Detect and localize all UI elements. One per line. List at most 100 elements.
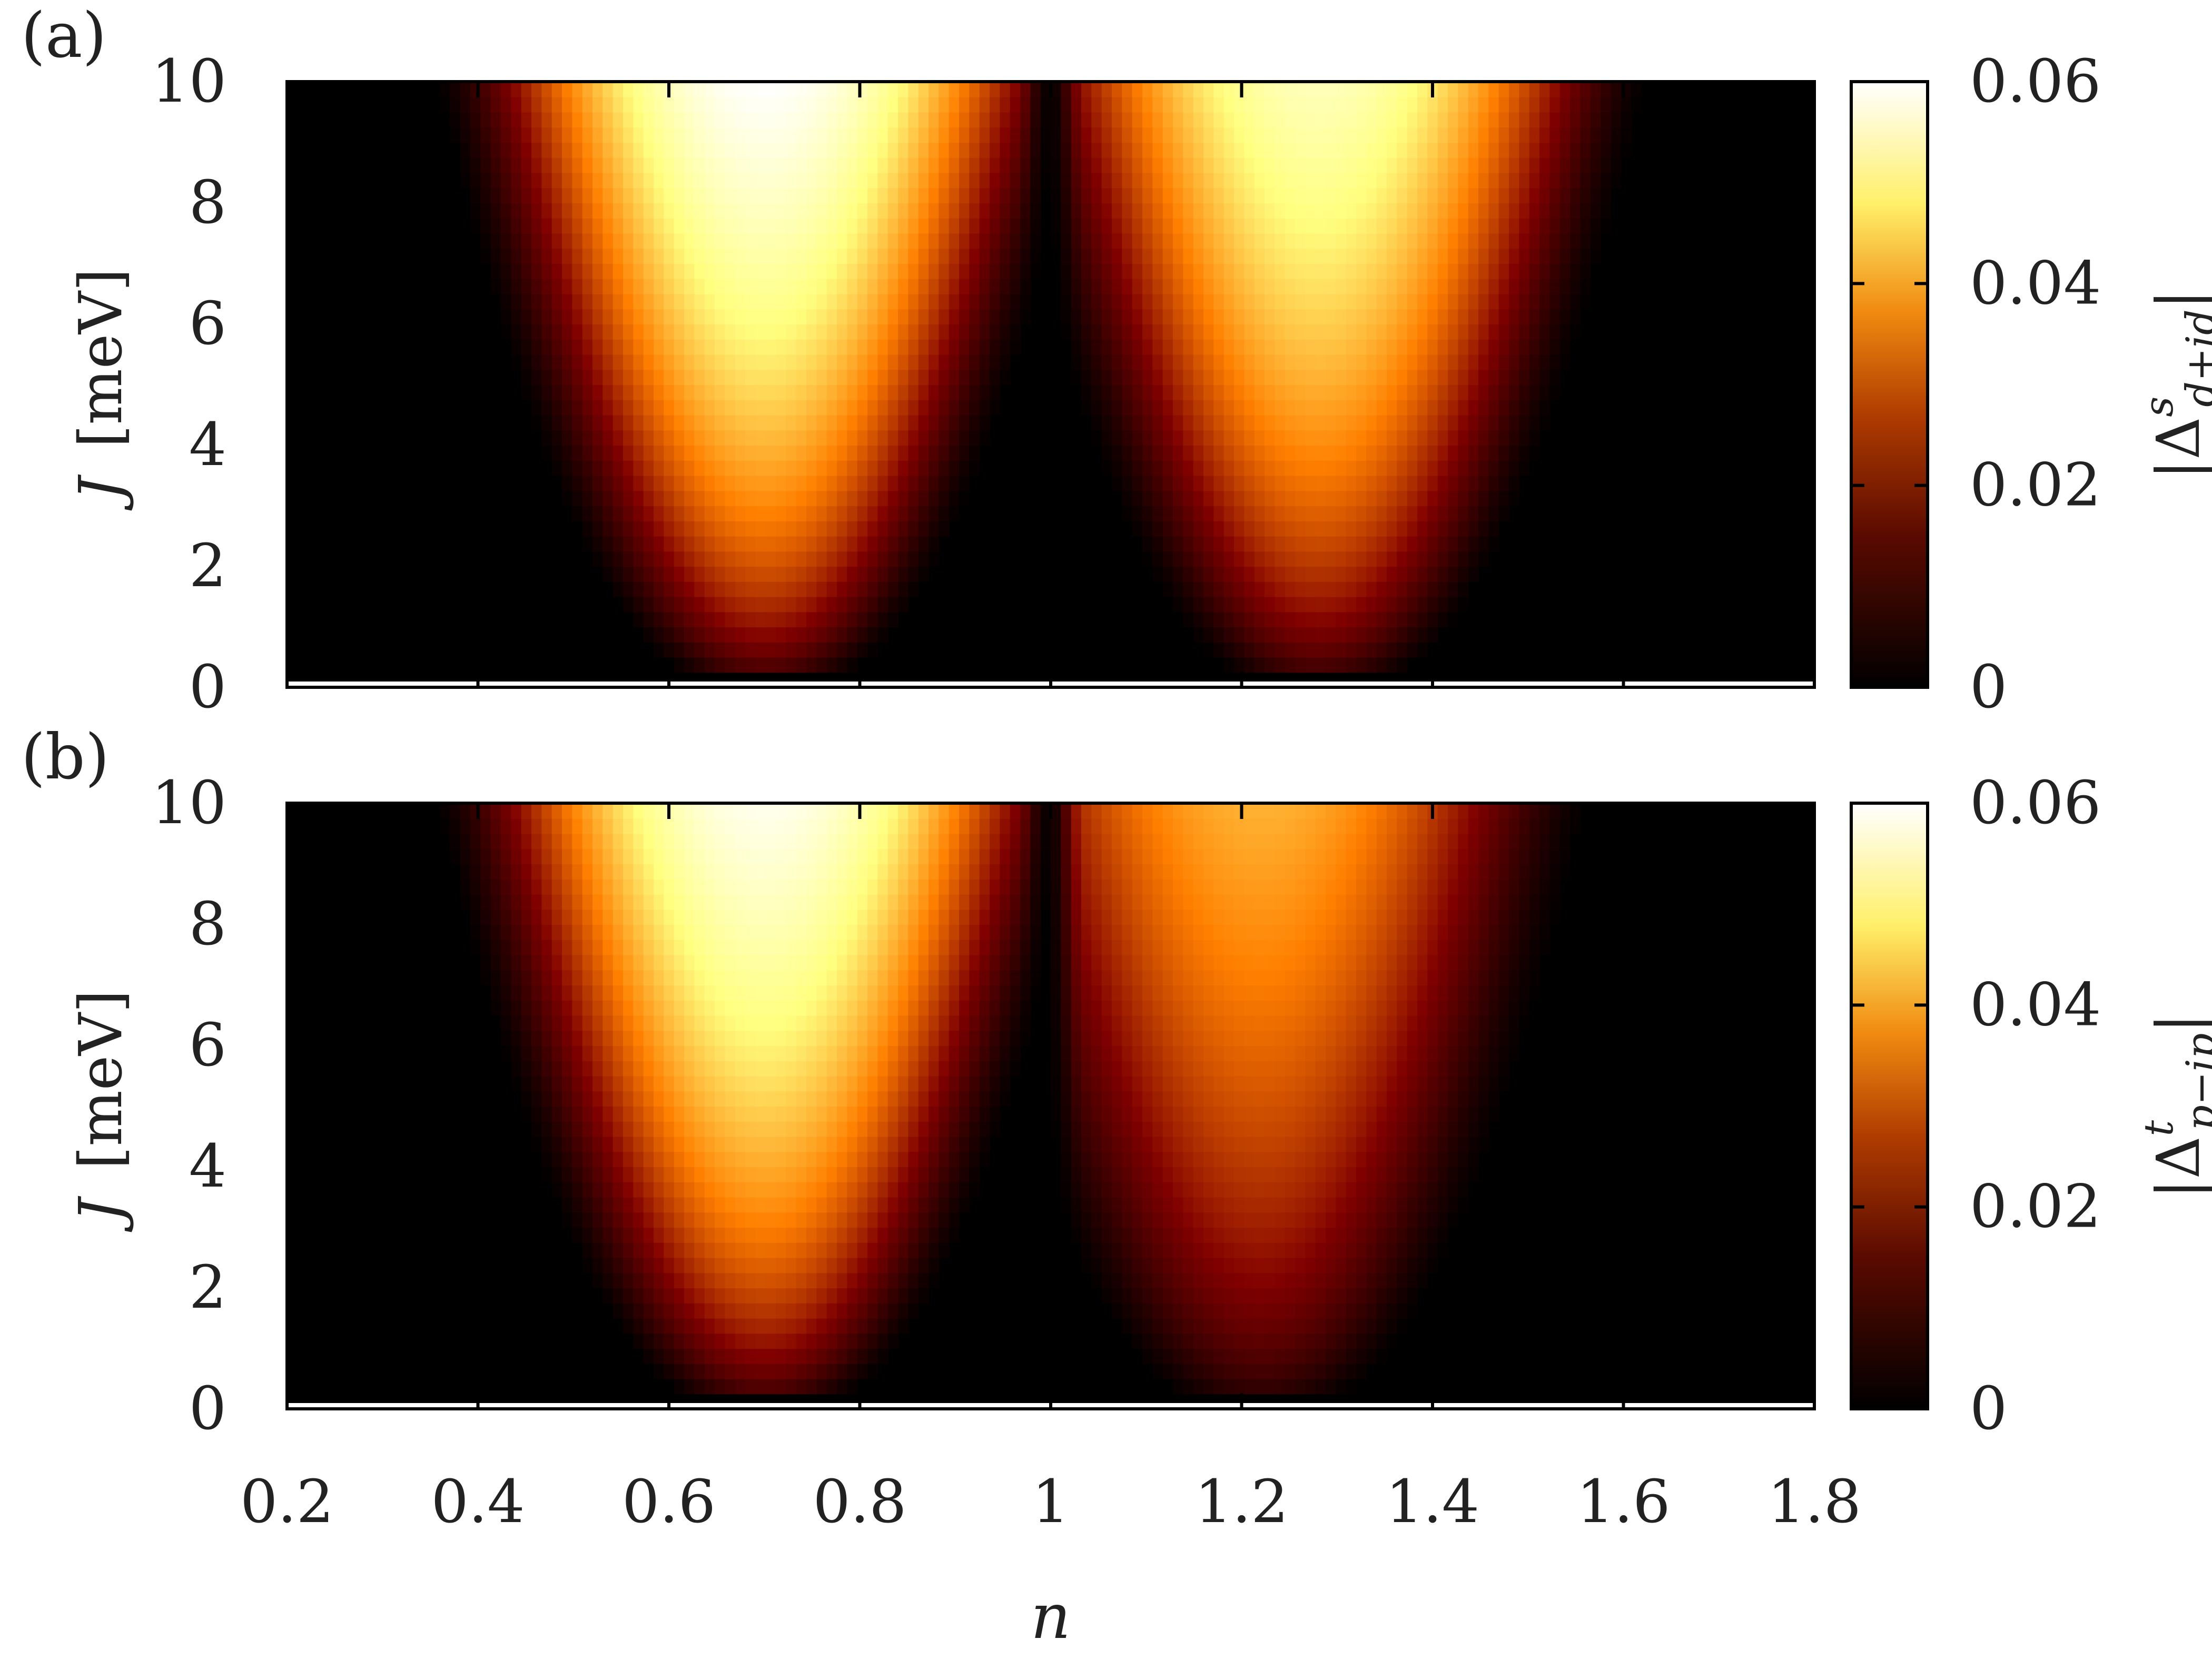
- heatmap-cell: [1152, 1363, 1163, 1379]
- heatmap-cell: [1549, 172, 1561, 189]
- heatmap-cell: [480, 187, 491, 204]
- heatmap-cell: [1376, 1257, 1387, 1273]
- heatmap-cell: [1152, 233, 1163, 249]
- heatmap-cell: [776, 1181, 787, 1198]
- heatmap-cell: [837, 218, 848, 234]
- heatmap-cell: [1275, 1272, 1286, 1289]
- heatmap-cell: [592, 1257, 604, 1273]
- heatmap-cell: [1366, 293, 1377, 310]
- heatmap-cell: [1244, 399, 1255, 416]
- heatmap-cell: [877, 127, 888, 143]
- heatmap-cell: [1223, 278, 1235, 294]
- heatmap-cell: [643, 1227, 654, 1243]
- heatmap-cell: [1112, 1288, 1123, 1303]
- heatmap-cell: [1091, 1151, 1102, 1168]
- heatmap-cell: [786, 445, 797, 461]
- heatmap-cell: [1448, 1181, 1459, 1198]
- heatmap-cell: [1203, 566, 1214, 582]
- heatmap-cell: [877, 233, 888, 249]
- heatmap-cell: [715, 1167, 726, 1182]
- heatmap-cell: [541, 354, 552, 370]
- heatmap-cell: [1112, 1181, 1123, 1198]
- heatmap-cell: [1183, 339, 1194, 355]
- heatmap-cell: [796, 369, 807, 386]
- heatmap-cell: [654, 520, 665, 537]
- heatmap-cell: [684, 112, 695, 128]
- heatmap-cell: [715, 414, 726, 431]
- heatmap-cell: [674, 1363, 685, 1379]
- heatmap-cell: [1132, 1212, 1143, 1228]
- heatmap-cell: [704, 248, 715, 264]
- heatmap-cell: [715, 203, 726, 219]
- heatmap-cell: [786, 1333, 797, 1349]
- heatmap-cell: [633, 1242, 644, 1258]
- heatmap-cell: [1244, 1272, 1255, 1289]
- heatmap-cell: [1213, 309, 1224, 325]
- heatmap-cell: [521, 248, 532, 264]
- heatmap-cell: [654, 536, 665, 552]
- heatmap-cell: [1366, 1242, 1377, 1258]
- heatmap-cell: [1376, 475, 1387, 491]
- heatmap-cell: [755, 1378, 766, 1395]
- heatmap-cell: [877, 611, 888, 628]
- heatmap-cell: [1254, 263, 1265, 279]
- heatmap-cell: [674, 142, 685, 158]
- heatmap-cell: [1244, 187, 1255, 204]
- heatmap-cell: [1529, 187, 1540, 204]
- heatmap-cell: [1285, 278, 1296, 294]
- heatmap-cell: [1366, 1181, 1377, 1198]
- heatmap-cell: [1152, 96, 1163, 113]
- heatmap-cell: [826, 339, 837, 355]
- heatmap-cell: [1407, 1212, 1418, 1228]
- colorbar-tick-label: 0.02: [1970, 451, 2101, 520]
- heatmap-cell: [541, 96, 552, 113]
- heatmap-cell: [887, 82, 898, 97]
- heatmap-cell: [1559, 96, 1571, 113]
- heatmap-cell: [551, 96, 562, 113]
- heatmap-cell: [939, 1136, 950, 1152]
- heatmap-cell: [633, 1181, 644, 1198]
- heatmap-cell: [1336, 1181, 1347, 1198]
- heatmap-cell: [1234, 445, 1245, 461]
- heatmap-cell: [613, 430, 624, 446]
- heatmap-cell: [643, 520, 654, 537]
- heatmap-cell: [1376, 96, 1387, 113]
- heatmap-cell: [918, 536, 929, 552]
- heatmap-cell: [1203, 112, 1214, 128]
- heatmap-cell: [684, 1302, 695, 1319]
- heatmap-cell: [806, 187, 817, 204]
- heatmap-cell: [1091, 248, 1102, 264]
- heatmap-cell: [765, 1227, 776, 1243]
- heatmap-cell: [1387, 1181, 1398, 1198]
- heatmap-cell: [1407, 263, 1418, 279]
- heatmap-cell: [877, 445, 888, 461]
- heatmap-cell: [1498, 263, 1509, 279]
- heatmap-cell: [551, 1136, 562, 1152]
- heatmap-cell: [623, 1121, 634, 1137]
- heatmap-cell: [613, 233, 624, 249]
- heatmap-cell: [1611, 142, 1622, 158]
- heatmap-cell: [765, 1181, 776, 1198]
- heatmap-cell: [776, 1257, 787, 1273]
- heatmap-cell: [1122, 278, 1133, 294]
- heatmap-cell: [786, 203, 797, 219]
- heatmap-cell: [1020, 172, 1031, 189]
- heatmap-cell: [1173, 369, 1184, 386]
- heatmap-cell: [1173, 233, 1184, 249]
- heatmap-cell: [1030, 203, 1041, 219]
- heatmap-cell: [1285, 187, 1296, 204]
- heatmap-cell: [1509, 233, 1520, 249]
- heatmap-cell: [674, 369, 685, 386]
- heatmap-cell: [725, 551, 736, 567]
- heatmap-cell: [1417, 384, 1428, 400]
- heatmap-cell: [654, 203, 665, 219]
- heatmap-cell: [796, 1302, 807, 1319]
- heatmap-cell: [1336, 1378, 1347, 1395]
- heatmap-cell: [1315, 1167, 1326, 1182]
- heatmap-cell: [1356, 172, 1367, 189]
- heatmap-cell: [1203, 1378, 1214, 1395]
- heatmap-cell: [1051, 218, 1062, 234]
- heatmap-cell: [1081, 1242, 1092, 1258]
- heatmap-cell: [1152, 1197, 1163, 1213]
- heatmap-cell: [582, 1257, 593, 1273]
